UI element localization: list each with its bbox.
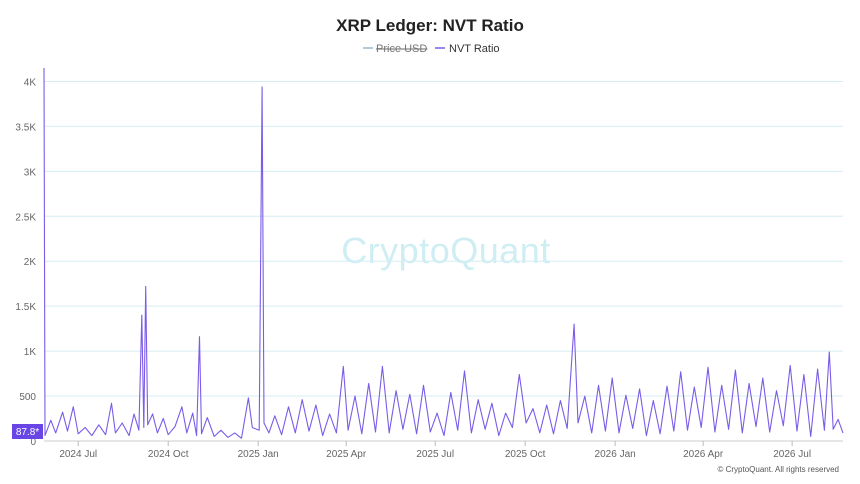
x-tick-label: 2025 Oct	[505, 449, 546, 460]
series-line-nvt-ratio[interactable]	[43, 67, 844, 439]
y-axis: 0 500 1K 1.5K 2K 2.5K 3K 3.5K 4K	[15, 77, 36, 448]
y-tick-label: 1K	[24, 347, 37, 358]
y-tick-label: 2.5K	[15, 212, 36, 223]
legend-item-nvt-ratio[interactable]: NVT Ratio	[435, 43, 500, 55]
x-tick-label: 2024 Jul	[59, 449, 97, 460]
y-tick-label: 3.5K	[15, 122, 36, 133]
x-tick-label: 2025 Jan	[238, 449, 279, 460]
last-value-badge: 87.8*	[12, 424, 43, 439]
last-value-badge-bg	[12, 424, 43, 439]
copyright-credit: © CryptoQuant. All rights reserved	[718, 465, 840, 474]
x-tick-label: 2026 Jan	[595, 449, 636, 460]
x-tick-label: 2026 Jul	[773, 449, 811, 460]
chart-title: XRP Ledger: NVT Ratio	[336, 16, 524, 35]
x-tick-label: 2025 Jul	[416, 449, 454, 460]
legend-item-price-usd[interactable]: Price USD	[363, 43, 427, 55]
y-tick-label: 0	[30, 437, 36, 448]
plot-area[interactable]	[43, 67, 844, 439]
legend-price-usd-label: Price USD	[376, 43, 427, 55]
grid	[44, 80, 843, 397]
x-tick-label: 2024 Oct	[148, 449, 189, 460]
x-tick-label: 2026 Apr	[683, 449, 724, 460]
watermark: CryptoQuant	[341, 230, 551, 271]
y-tick-label: 500	[19, 392, 36, 403]
y-tick-label: 1.5K	[15, 302, 36, 313]
legend: Price USD NVT Ratio	[363, 43, 500, 55]
y-tick-label: 2K	[24, 257, 37, 268]
y-tick-label: 3K	[24, 167, 37, 178]
last-value-label: 87.8*	[16, 427, 39, 438]
x-axis: 2024 Jul 2024 Oct 2025 Jan 2025 Apr 2025 Jul…	[44, 440, 843, 460]
x-tick-label: 2025 Apr	[326, 449, 367, 460]
y-tick-label: 4K	[24, 77, 37, 88]
legend-nvt-ratio-label: NVT Ratio	[449, 43, 500, 55]
